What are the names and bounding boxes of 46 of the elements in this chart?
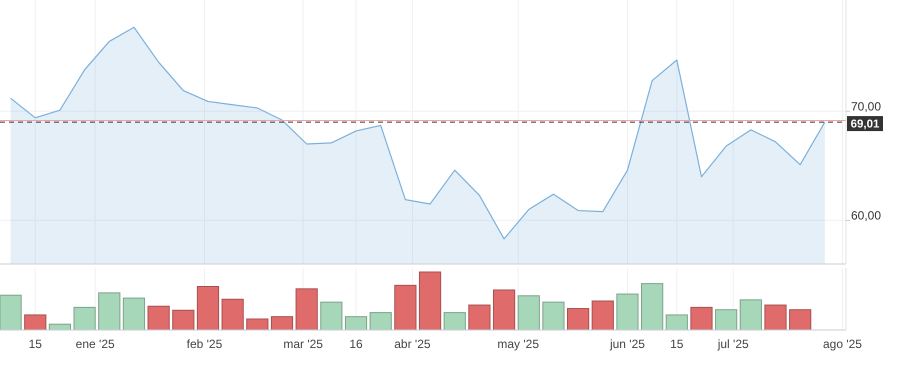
bar [690, 306, 713, 330]
bar [789, 309, 812, 330]
bar [122, 298, 146, 330]
bar [222, 298, 244, 330]
bar [196, 286, 220, 330]
ref-line-label: 69,01 [850, 118, 880, 131]
x-tick-label: may '25 [497, 337, 540, 351]
y-tick-label: 70,00 [851, 99, 882, 114]
bar [592, 300, 614, 330]
x-tick-label: abr '25 [394, 337, 431, 351]
bar [172, 310, 194, 330]
bar [270, 316, 294, 330]
bar [764, 304, 787, 330]
bar [542, 302, 565, 330]
bar [418, 272, 442, 330]
x-tick-label: 15 [28, 337, 42, 351]
bar [666, 314, 688, 330]
bar [344, 316, 368, 330]
bar [73, 306, 96, 330]
bar [641, 283, 664, 330]
bar [98, 292, 120, 330]
x-tick-label: feb '25 [186, 337, 223, 351]
x-tick-label: ene '25 [76, 337, 115, 351]
x-tick-label: 16 [349, 337, 364, 351]
bar [715, 309, 738, 330]
bar [394, 284, 416, 330]
bar [616, 294, 639, 330]
bar [518, 295, 540, 330]
bar [740, 299, 762, 330]
x-tick-label: jul '25 [716, 337, 750, 351]
x-tick-label: mar '25 [283, 337, 324, 351]
x-tick-label: 15 [670, 337, 684, 351]
bar [246, 318, 268, 330]
bar [296, 288, 318, 330]
bar [492, 289, 516, 330]
bar [0, 294, 22, 330]
bar [320, 302, 342, 330]
x-tick-label: ago '25 [822, 337, 862, 351]
bar [468, 304, 491, 330]
bar [24, 314, 46, 330]
x-tick-label: jun '25 [608, 337, 646, 351]
bar [444, 312, 466, 330]
bar [566, 308, 590, 330]
y-tick-label: 60,00 [851, 208, 882, 222]
bar [148, 306, 170, 330]
bar [370, 312, 392, 330]
